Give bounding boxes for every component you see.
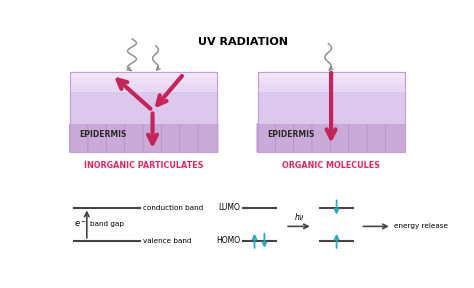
Text: $e^-$: $e^-$ [74,219,87,229]
FancyBboxPatch shape [312,124,332,153]
Bar [70,72,217,78]
FancyBboxPatch shape [198,124,218,153]
Text: EPIDERMIS: EPIDERMIS [267,130,314,139]
Text: valence band: valence band [143,238,191,244]
Bar [258,92,405,124]
FancyBboxPatch shape [257,124,277,153]
FancyBboxPatch shape [367,124,387,153]
Bar [70,84,217,92]
Text: HOMO: HOMO [216,236,240,245]
Text: energy release: energy release [394,223,448,229]
FancyBboxPatch shape [161,124,181,153]
FancyBboxPatch shape [88,124,108,153]
FancyBboxPatch shape [330,124,350,153]
Bar [258,78,405,84]
Bar [258,72,405,78]
Text: INORGANIC PARTICULATES: INORGANIC PARTICULATES [84,161,203,170]
FancyBboxPatch shape [275,124,295,153]
Bar [258,72,405,152]
Bar [70,72,217,152]
Bar [258,84,405,92]
FancyBboxPatch shape [293,124,313,153]
Text: UV RADIATION: UV RADIATION [198,37,288,47]
Text: ORGANIC MOLECULES: ORGANIC MOLECULES [282,161,380,170]
Text: band gap: band gap [91,221,125,227]
FancyBboxPatch shape [385,124,405,153]
Bar [258,72,405,152]
FancyBboxPatch shape [70,124,90,153]
FancyBboxPatch shape [180,124,200,153]
Bar [70,78,217,84]
Bar [70,72,217,152]
Text: hν: hν [294,213,303,221]
FancyBboxPatch shape [349,124,369,153]
Text: EPIDERMIS: EPIDERMIS [80,130,127,139]
Text: conduction band: conduction band [143,204,203,211]
FancyBboxPatch shape [125,124,145,153]
FancyBboxPatch shape [106,124,126,153]
Bar [70,92,217,124]
FancyBboxPatch shape [143,124,163,153]
Text: LUMO: LUMO [218,203,240,212]
